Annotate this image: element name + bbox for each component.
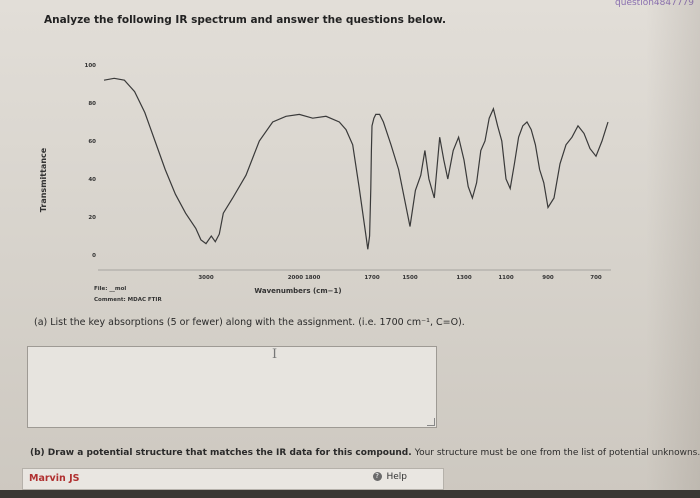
question-a-text: (a) List the key absorptions (5 or fewer…: [34, 317, 465, 328]
x-axis-label: Wavenumbers (cm−1): [254, 287, 341, 295]
page-title: Analyze the following IR spectrum and an…: [44, 14, 446, 26]
y-tick-label: 0: [92, 253, 96, 259]
screen-edge-shadow: [646, 0, 700, 498]
y-tick-label: 60: [88, 139, 96, 145]
y-tick-label: 20: [88, 215, 96, 221]
marvin-js-label: Marvin JS: [29, 473, 80, 484]
x-tick-label: 3000: [198, 275, 213, 281]
text-cursor: I: [272, 347, 278, 362]
spectrum-trace: [103, 77, 609, 250]
x-tick-label: 700: [590, 275, 602, 281]
help-icon: ?: [372, 472, 382, 481]
y-tick-label: 80: [88, 101, 96, 107]
y-axis-ticks: 100 80 60 40 20 0: [85, 63, 97, 259]
marvin-editor-bar: Marvin JS ? Help: [22, 468, 444, 490]
y-axis-label: Transmittance: [39, 147, 48, 212]
file-label: File: __mol: [94, 286, 126, 292]
question-b-suffix: Your structure must be one from the list…: [414, 448, 700, 458]
y-tick-label: 100: [85, 63, 97, 69]
comment-label: Comment: MDAC FTIR: [94, 297, 162, 303]
resize-handle[interactable]: [427, 418, 435, 426]
x-axis-ticks: 3000 2000 1800 1700 1500 1300 1100 900 700: [198, 275, 602, 281]
y-axis-label-group: Transmittance: [39, 147, 48, 212]
x-tick-label: 1500: [402, 275, 417, 281]
help-button[interactable]: ? Help: [372, 472, 407, 482]
question-b-text: (b) Draw a potential structure that matc…: [30, 448, 700, 458]
help-label: Help: [386, 472, 407, 482]
x-tick-label: 900: [542, 275, 554, 281]
answer-textarea[interactable]: I: [27, 346, 437, 428]
x-tick-label: 1300: [456, 275, 471, 281]
x-tick-label: 1100: [498, 275, 513, 281]
x-tick-label: 1700: [364, 275, 379, 281]
ir-spectrum-chart: Transmittance 100 80 60 40 20 0 3000 2000 1800…: [39, 63, 611, 303]
screen-bottom-edge: [0, 490, 700, 498]
question-b-prefix: (b) Draw a potential structure that matc…: [30, 448, 412, 458]
url-fragment: question4847779: [615, 0, 694, 8]
x-tick-label: 2000 1800: [288, 275, 321, 281]
y-tick-label: 40: [88, 177, 96, 183]
